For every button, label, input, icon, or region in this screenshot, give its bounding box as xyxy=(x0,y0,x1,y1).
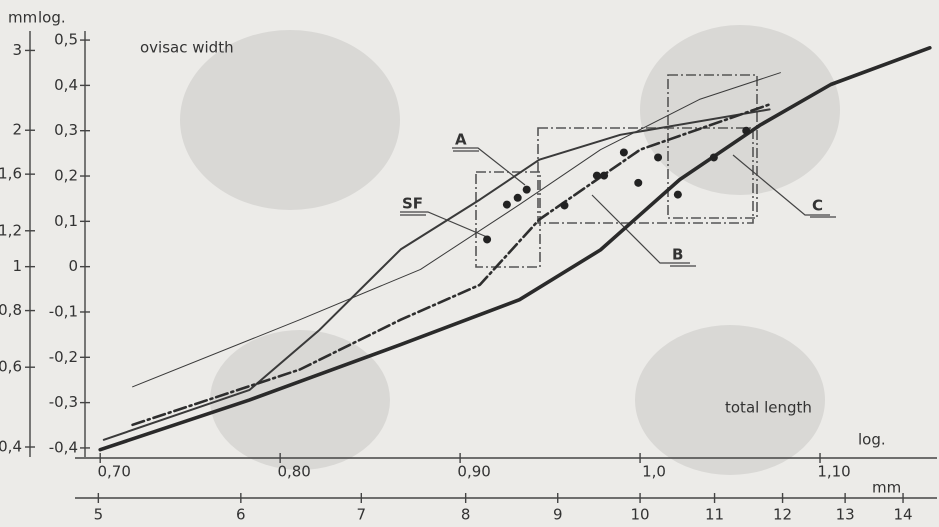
photo-shadow xyxy=(180,25,840,475)
x2-tick-label: 7 xyxy=(357,506,367,524)
y-tick-label: 0 xyxy=(68,257,78,275)
data-point xyxy=(592,171,601,180)
y-unit: log. xyxy=(38,9,66,27)
x2-tick-label: 10 xyxy=(631,506,650,524)
curve xyxy=(132,72,781,388)
x2-tick-label: 12 xyxy=(773,506,792,524)
y2-tick-label: 1,2 xyxy=(0,221,22,239)
y2-tick-label: 0,6 xyxy=(0,358,22,376)
y-tick-label: 0,4 xyxy=(54,76,78,94)
data-point xyxy=(600,171,609,180)
x2-tick-label: 5 xyxy=(94,506,104,524)
curve-label: B xyxy=(672,246,683,264)
leader-line xyxy=(732,154,830,216)
range-box xyxy=(537,127,754,224)
y2-tick-label: 3 xyxy=(12,41,22,59)
data-point xyxy=(483,235,492,244)
data-point xyxy=(673,190,682,199)
curve xyxy=(98,46,932,452)
y2-unit: mm xyxy=(8,9,37,27)
y-tick-label: -0,1 xyxy=(49,302,78,320)
curve-label: A xyxy=(455,131,467,149)
x2-tick-label: 9 xyxy=(553,506,563,524)
y-tick-label: 0,3 xyxy=(54,121,78,139)
data-point xyxy=(742,126,751,135)
curve xyxy=(131,103,771,427)
data-point xyxy=(560,201,569,210)
range-box xyxy=(667,74,758,219)
y-tick-label: 0,2 xyxy=(54,167,78,185)
data-point xyxy=(709,153,718,162)
y2-tick-label: 2 xyxy=(12,121,22,139)
x-tick-label: 1,10 xyxy=(817,463,850,481)
data-point xyxy=(634,178,643,187)
chart-title: ovisac width xyxy=(140,39,234,57)
x2-tick-label: 6 xyxy=(236,506,246,524)
leader-line xyxy=(400,211,488,238)
x2-tick-label: 11 xyxy=(705,506,724,524)
x-unit: log. xyxy=(858,431,886,449)
y-tick-label: -0,4 xyxy=(49,438,78,456)
y-tick-label: -0,3 xyxy=(49,393,78,411)
x-tick-label: 1,0 xyxy=(642,463,666,481)
x-tick-label: 0,70 xyxy=(97,463,130,481)
y2-tick-label: 1,6 xyxy=(0,165,22,183)
data-point xyxy=(513,193,522,202)
curve xyxy=(102,108,771,441)
x-tick-label: 0,90 xyxy=(457,463,490,481)
curve-label: C xyxy=(812,197,823,215)
y2-tick-label: 1 xyxy=(12,257,22,275)
leader-line xyxy=(452,147,526,186)
x2-unit: mm xyxy=(872,479,901,497)
y-tick-label: 0,5 xyxy=(54,31,78,49)
y-tick-label: -0,2 xyxy=(49,348,78,366)
curve-label: SF xyxy=(402,195,423,213)
x-axis-title: total length xyxy=(725,399,812,417)
x2-tick-label: 13 xyxy=(836,506,855,524)
leader-line xyxy=(591,194,690,264)
data-point xyxy=(654,153,663,162)
data-point xyxy=(502,200,511,209)
y2-tick-label: 0,4 xyxy=(0,438,22,456)
data-point xyxy=(522,185,531,194)
x2-tick-label: 8 xyxy=(461,506,471,524)
y-tick-label: 0,1 xyxy=(54,212,78,230)
data-point xyxy=(619,148,628,157)
x2-tick-label: 14 xyxy=(893,506,912,524)
y2-tick-label: 0,8 xyxy=(0,301,22,319)
x-tick-label: 0,80 xyxy=(277,463,310,481)
